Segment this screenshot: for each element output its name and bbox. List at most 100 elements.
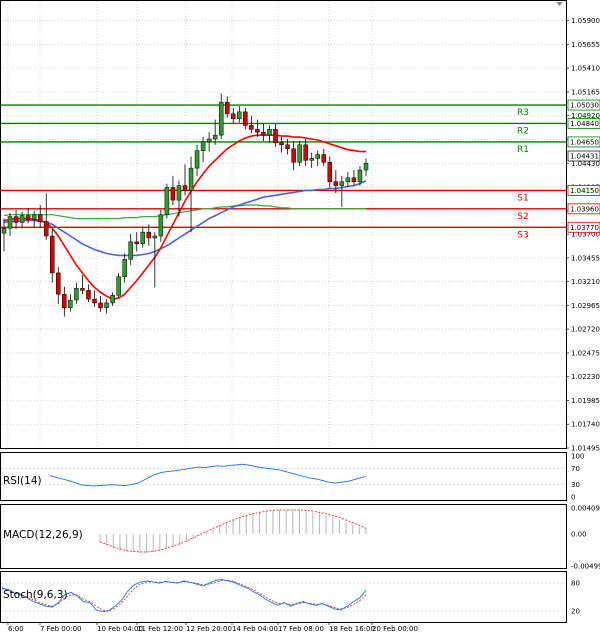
candle bbox=[25, 207, 31, 224]
candle-body bbox=[176, 185, 182, 201]
level-badge-r2: 1.04840 bbox=[567, 118, 600, 129]
candle bbox=[110, 292, 115, 306]
support-resistance-levels bbox=[1, 104, 566, 228]
x-tick-label: 10 Feb 04:00 bbox=[97, 625, 143, 633]
candle bbox=[243, 107, 248, 130]
candle bbox=[297, 140, 302, 167]
candle-body bbox=[327, 162, 333, 182]
y-tick-label: 1.05410 bbox=[571, 65, 600, 73]
candle bbox=[212, 119, 218, 145]
candle-body bbox=[285, 144, 290, 149]
y-tick-label: 1.04920 bbox=[571, 112, 600, 120]
macd-pane-frame bbox=[0, 504, 567, 569]
candle-body bbox=[188, 167, 194, 191]
level-name-s3: S3 bbox=[517, 230, 528, 240]
macd-tick-label: 0.00409 bbox=[571, 505, 600, 513]
candle-body bbox=[68, 299, 73, 309]
candle-body bbox=[297, 144, 302, 163]
candle bbox=[333, 170, 339, 194]
candle-body bbox=[194, 150, 200, 169]
level-badge-box bbox=[567, 136, 600, 148]
candle bbox=[170, 175, 176, 205]
rsi-tick-label: 0 bbox=[571, 494, 575, 502]
candle-body bbox=[134, 241, 139, 245]
candle-body bbox=[170, 187, 176, 201]
candle-body bbox=[56, 272, 61, 295]
candle bbox=[140, 226, 146, 248]
candle bbox=[291, 140, 296, 171]
x-tick-label: 14 Feb 04:00 bbox=[232, 625, 278, 633]
y-tick-label: 1.02230 bbox=[571, 373, 600, 381]
candle-body bbox=[122, 259, 127, 278]
candle bbox=[188, 156, 194, 233]
candle bbox=[182, 164, 188, 196]
level-badge-r3: 1.05030 bbox=[567, 99, 600, 111]
candle-body bbox=[43, 221, 49, 237]
rsi-label: RSI(14) bbox=[3, 475, 42, 487]
rsi-pane: 100 70 30 0 bbox=[1, 453, 584, 502]
candle-body bbox=[25, 215, 31, 220]
scroll-arrow-icon[interactable] bbox=[556, 2, 563, 6]
candle-body bbox=[19, 215, 25, 223]
candle bbox=[351, 170, 357, 186]
main-pane-frame bbox=[0, 0, 567, 449]
stoch-label: Stoch(9,6,3) bbox=[3, 589, 68, 601]
candle-body bbox=[62, 293, 67, 309]
level-badge-box bbox=[567, 118, 600, 129]
level-labels: R3 1.05030 R2 1.04840 R1 1.04650 S1 1.04150 S2 1.… bbox=[517, 99, 600, 240]
candle-body bbox=[50, 235, 55, 274]
candle bbox=[321, 148, 327, 167]
y-tick-label: 1.02965 bbox=[571, 302, 600, 310]
y-tick-label: 1.02720 bbox=[571, 326, 600, 334]
candle bbox=[128, 234, 133, 266]
y-tick-label: 1.03700 bbox=[571, 231, 600, 239]
candle bbox=[80, 274, 85, 295]
candle bbox=[146, 224, 152, 246]
candle bbox=[50, 229, 55, 283]
moving-averages bbox=[3, 134, 367, 300]
macd-label: MACD(12,26,9) bbox=[3, 529, 83, 541]
candle-body bbox=[152, 235, 158, 239]
candle-body bbox=[273, 129, 278, 144]
candle bbox=[158, 209, 164, 242]
candle bbox=[363, 158, 369, 176]
level-badge-s3: 1.03770 bbox=[567, 221, 600, 233]
candle bbox=[309, 152, 314, 169]
x-tick-label: 11 Feb 12:00 bbox=[137, 625, 183, 633]
y-tick-label: 1.03455 bbox=[571, 254, 600, 262]
candle-body bbox=[206, 138, 212, 143]
candle bbox=[152, 232, 158, 288]
candle-body bbox=[128, 241, 133, 260]
candle-body bbox=[37, 214, 43, 222]
candle bbox=[206, 132, 212, 152]
candle-body bbox=[357, 169, 363, 182]
candle-body bbox=[116, 276, 121, 296]
candle-body bbox=[345, 177, 351, 182]
x-tick-label: 20 Feb 00:00 bbox=[372, 625, 418, 633]
macd-tick-label: 0.00 bbox=[571, 531, 587, 539]
candle-body bbox=[333, 181, 339, 186]
candle bbox=[13, 209, 19, 230]
stoch-tick-label: 80 bbox=[571, 580, 580, 588]
candle bbox=[231, 107, 236, 124]
current-price-label: 1.04431 bbox=[570, 153, 599, 161]
candle-body bbox=[279, 142, 284, 146]
candle bbox=[176, 180, 182, 217]
candle bbox=[200, 137, 206, 163]
candle bbox=[37, 204, 43, 229]
candle-body bbox=[351, 177, 357, 182]
level-badge-s1: 1.04150 bbox=[567, 185, 600, 196]
candle bbox=[224, 96, 230, 118]
x-tick-label: 17 Feb 08:00 bbox=[278, 625, 324, 633]
candle-body bbox=[86, 290, 91, 300]
y-tick-label: 1.03210 bbox=[571, 278, 600, 286]
candle-body bbox=[261, 131, 266, 136]
candle-body bbox=[309, 158, 314, 161]
main-grid bbox=[1, 1, 566, 448]
candle bbox=[345, 171, 351, 188]
y-tick-label: 1.05900 bbox=[571, 17, 600, 25]
level-badge-label: 1.03770 bbox=[570, 224, 599, 232]
ma-green-line bbox=[3, 204, 366, 220]
